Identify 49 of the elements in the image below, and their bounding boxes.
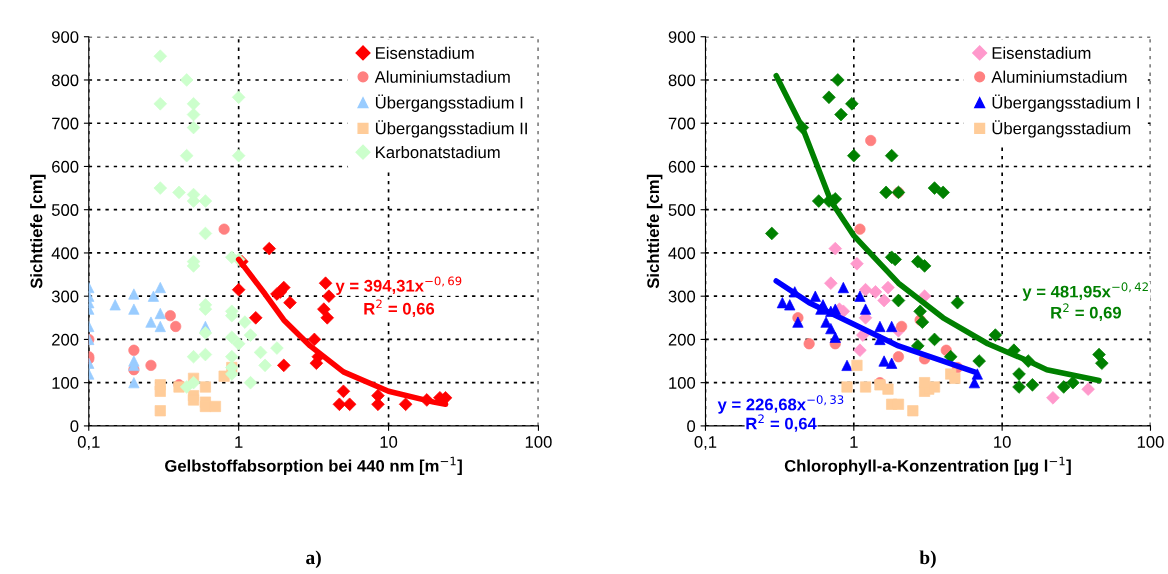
y-tick-label: 500: [668, 204, 696, 216]
legend-label: Aluminiumstadium: [374, 70, 510, 83]
y-tick-label: 100: [669, 377, 696, 389]
x-axis-title: Chlorophyll-a-Konzentration [µg l$^{−1}$]: [784, 456, 1071, 476]
y-tick-label: 400: [668, 247, 696, 260]
annotation: y = 394,31x$^{−0,69}$: [335, 276, 462, 295]
annotation: R$^{2}$ = 0,64: [746, 414, 817, 432]
y-tick-label: 800: [668, 74, 696, 87]
y-axis-title: Sichttiefe [cm]: [30, 174, 46, 289]
y-tick-label: 700: [668, 117, 696, 130]
y-tick-label: 200: [52, 333, 79, 346]
y-tick-label: 200: [668, 333, 696, 346]
x-tick-label: 1: [235, 436, 243, 448]
legend-label: Eisenstadium: [376, 46, 474, 59]
x-tick-label: 10: [994, 436, 1011, 448]
y-tick-label: 0: [70, 420, 79, 433]
y-tick-label: 300: [668, 290, 696, 303]
x-tick-label: 0,1: [694, 436, 717, 450]
legend-label: Übergangsstadium I: [992, 94, 1139, 112]
legend-label: Karbonatstadium: [376, 145, 500, 159]
annotation: R$^{2}$ = 0,69: [1051, 303, 1122, 321]
annotation: y = 481,95x$^{−0,42}$: [1022, 282, 1148, 301]
y-axis-title: Sichttiefe [cm]: [646, 174, 663, 289]
x-tick-label: 0,1: [77, 436, 100, 450]
legend-label: Übergangsstadium: [992, 120, 1131, 138]
legend-label: Übergangsstadium I: [375, 94, 523, 112]
y-tick-label: 300: [51, 290, 79, 303]
text: b): [919, 550, 936, 569]
y-tick-label: 800: [51, 74, 79, 87]
legend-label: Übergangsstadium II: [375, 120, 527, 138]
y-tick-label: 0: [687, 420, 696, 433]
annotation: R$^{2}$ = 0,66: [364, 299, 435, 318]
x-tick-label: 10: [380, 436, 398, 448]
y-tick-label: 900: [668, 31, 696, 43]
legend-label: Aluminiumstadium: [991, 70, 1127, 83]
y-tick-label: 600: [52, 160, 79, 173]
x-tick-label: 100: [525, 436, 552, 448]
y-tick-label: 600: [668, 160, 696, 173]
x-axis-title: Gelbstoffabsorption bei 440 nm [m$^{−1}$]: [165, 456, 462, 476]
text: a): [306, 550, 321, 569]
y-tick-label: 400: [51, 247, 79, 260]
y-tick-label: 500: [51, 204, 79, 216]
y-tick-label: 900: [52, 31, 79, 43]
x-tick-label: 1: [850, 436, 858, 448]
x-tick-label: 100: [1137, 436, 1164, 448]
legend-label: Eisenstadium: [992, 46, 1091, 59]
y-tick-label: 100: [52, 377, 79, 389]
y-tick-label: 700: [52, 117, 79, 130]
annotation: y = 226,68x$^{−0,33}$: [717, 395, 844, 414]
